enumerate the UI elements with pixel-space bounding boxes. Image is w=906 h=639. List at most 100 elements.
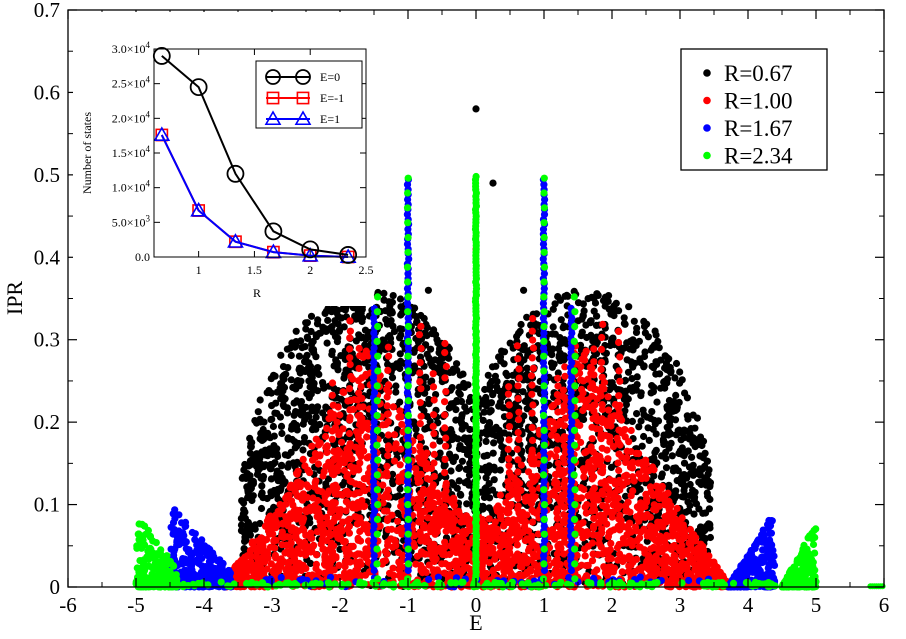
data-point <box>495 426 503 434</box>
data-point <box>683 394 692 402</box>
data-point <box>520 552 528 560</box>
data-point <box>313 528 321 536</box>
data-point <box>263 389 271 397</box>
data-point <box>485 515 493 523</box>
data-point <box>423 475 431 483</box>
data-point <box>485 504 493 512</box>
data-point <box>380 296 388 304</box>
data-point <box>672 391 680 399</box>
data-point <box>666 417 674 426</box>
data-point <box>295 365 303 373</box>
data-point <box>339 388 347 396</box>
data-point <box>390 327 398 336</box>
data-point <box>618 568 626 576</box>
data-point <box>440 569 449 577</box>
data-point <box>634 459 642 467</box>
data-point <box>292 338 300 346</box>
data-point <box>651 448 659 457</box>
data-point <box>483 451 491 459</box>
data-point <box>324 316 332 324</box>
data-point <box>610 312 618 320</box>
data-point <box>480 549 488 558</box>
data-point <box>496 437 504 445</box>
data-point <box>280 383 289 392</box>
data-point <box>519 388 527 396</box>
data-point <box>672 359 681 368</box>
data-point <box>649 388 658 396</box>
data-point <box>625 303 633 311</box>
data-point <box>620 319 629 327</box>
data-point <box>390 457 399 465</box>
data-point <box>488 363 497 371</box>
data-point <box>649 523 657 531</box>
data-point <box>643 320 651 328</box>
data-point <box>517 320 525 329</box>
data-point <box>338 438 346 446</box>
data-point <box>244 518 252 527</box>
data-point <box>604 393 612 401</box>
data-point <box>254 408 262 416</box>
data-point <box>606 546 614 554</box>
data-point <box>319 545 327 553</box>
data-point <box>549 323 557 331</box>
data-point <box>258 448 266 456</box>
data-point <box>523 364 531 372</box>
data-point <box>629 363 637 371</box>
data-point <box>285 460 293 468</box>
data-point <box>303 493 311 502</box>
data-point <box>640 546 648 554</box>
data-point <box>273 409 281 418</box>
data-point <box>241 460 249 469</box>
data-point <box>362 370 370 378</box>
data-point <box>464 539 472 547</box>
data-point <box>251 417 259 425</box>
data-point <box>337 395 345 403</box>
data-point <box>304 334 312 343</box>
data-point <box>290 399 298 407</box>
data-point <box>646 531 654 539</box>
data-point <box>386 332 394 340</box>
data-point <box>256 396 264 404</box>
data-point <box>453 360 461 368</box>
data-point <box>661 501 669 509</box>
data-point <box>447 402 455 410</box>
data-point <box>287 448 295 456</box>
data-point <box>605 292 613 300</box>
data-point <box>396 485 404 493</box>
data-point <box>486 494 494 502</box>
data-point <box>635 517 643 525</box>
data-point <box>623 506 631 514</box>
data-point <box>427 345 435 353</box>
data-point <box>580 307 588 315</box>
data-point <box>303 351 311 359</box>
data-point <box>693 414 702 422</box>
data-point <box>550 360 558 368</box>
data-point <box>604 432 612 441</box>
data-point <box>358 306 366 314</box>
data-point <box>484 371 492 379</box>
data-point <box>640 352 649 361</box>
data-point <box>319 323 327 331</box>
data-point <box>490 476 498 484</box>
data-point <box>271 515 279 523</box>
data-point <box>306 383 314 391</box>
data-point <box>339 425 347 433</box>
data-point <box>680 452 688 460</box>
data-point <box>281 451 289 459</box>
data-point <box>438 560 446 568</box>
data-point <box>450 546 458 554</box>
data-point <box>676 379 684 387</box>
data-point <box>253 470 262 478</box>
data-point <box>314 505 322 513</box>
data-point <box>397 445 405 453</box>
data-point <box>289 552 297 560</box>
data-point <box>590 307 598 315</box>
data-point <box>578 355 586 363</box>
data-point <box>577 527 586 535</box>
data-point <box>308 534 316 542</box>
data-point <box>495 549 504 557</box>
data-point <box>449 560 457 568</box>
data-point <box>293 515 301 523</box>
data-point <box>460 383 468 391</box>
